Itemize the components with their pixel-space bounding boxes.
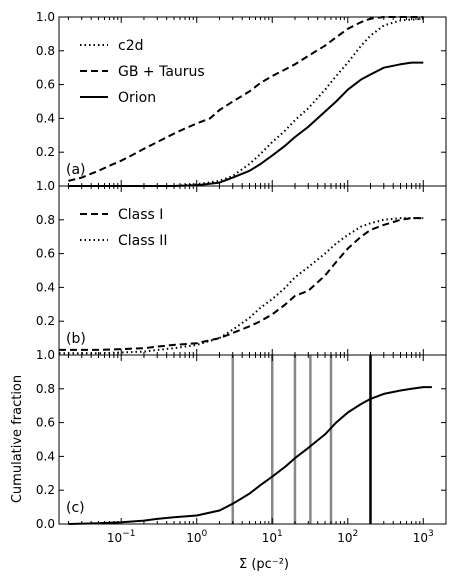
panel-c-x-tick-label-2: 101 — [262, 529, 283, 545]
panel-a-y-tick-label-2: 0.4 — [36, 111, 55, 125]
panel-c-frame — [58, 354, 447, 525]
panel-a-series-c2d-line — [68, 17, 424, 187]
legend-gb-taurus-label: GB + Taurus — [118, 64, 205, 80]
panel-c-x-tick-label-4: 103 — [413, 529, 434, 545]
panel-b-y-tick-label-2: 0.4 — [36, 280, 55, 294]
panel-b-y-tick-label-1: 0.2 — [36, 314, 55, 328]
legend-class-i-label: Class I — [118, 207, 163, 223]
panel-a-y-tick-label-3: 0.6 — [36, 78, 55, 92]
legend-orion-label: Orion — [118, 90, 156, 106]
panel-c-y-tick-label-2: 0.4 — [36, 449, 55, 463]
legend-c2d-label: c2d — [118, 38, 144, 54]
x-axis-title: Σ (pc⁻²) — [239, 557, 289, 572]
panel-b-label: (b) — [66, 331, 86, 347]
panel-c-y-tick-label-4: 0.8 — [36, 382, 55, 396]
panel-c-y-tick-label-3: 0.6 — [36, 416, 55, 430]
panel-b-y-tick-label-4: 0.8 — [36, 213, 55, 227]
panel-b-y-tick-label-0: 1.0 — [36, 348, 55, 362]
panel-a-y-tick-label-1: 0.2 — [36, 145, 55, 159]
panel-c: 0.0 0.2 0.4 0.6 0.8 10−1 100 101 102 103 (c) — [36, 354, 447, 545]
panel-b-legend: Class I Class II — [80, 207, 168, 249]
panel-a-series-gb-taurus-line — [68, 16, 424, 182]
panel-a: 1.0 0.2 0.4 0.6 0.8 1.0 c2d GB + Taurus Orion… — [36, 10, 447, 193]
panel-c-x-tick-label-1: 100 — [186, 529, 207, 545]
panel-a-series-orion-line — [68, 61, 424, 187]
panel-c-x-tick-label-0: 10−1 — [107, 529, 136, 545]
panel-a-y-tick-label-0: 1.0 — [36, 179, 55, 193]
panel-a-y-tick-label-4: 0.8 — [36, 44, 55, 58]
panel-b: 1.0 0.2 0.4 0.6 0.8 Class I Class II (b) — [36, 185, 447, 362]
panel-a-y-tick-label-5: 1.0 — [36, 10, 55, 24]
panel-c-series-cumulative-line — [68, 386, 432, 525]
panel-a-legend: c2d GB + Taurus Orion — [80, 38, 205, 106]
panel-c-label: (c) — [66, 500, 85, 516]
panel-a-label: (a) — [66, 162, 86, 178]
panel-c-x-tick-label-3: 102 — [337, 529, 358, 545]
panel-c-y-tick-label-1: 0.2 — [36, 483, 55, 497]
y-axis-title: Cumulative fraction — [10, 375, 25, 503]
panel-c-y-tick-label-0: 0.0 — [36, 517, 55, 531]
panel-b-y-tick-label-3: 0.6 — [36, 247, 55, 261]
legend-class-ii-label: Class II — [118, 233, 168, 249]
